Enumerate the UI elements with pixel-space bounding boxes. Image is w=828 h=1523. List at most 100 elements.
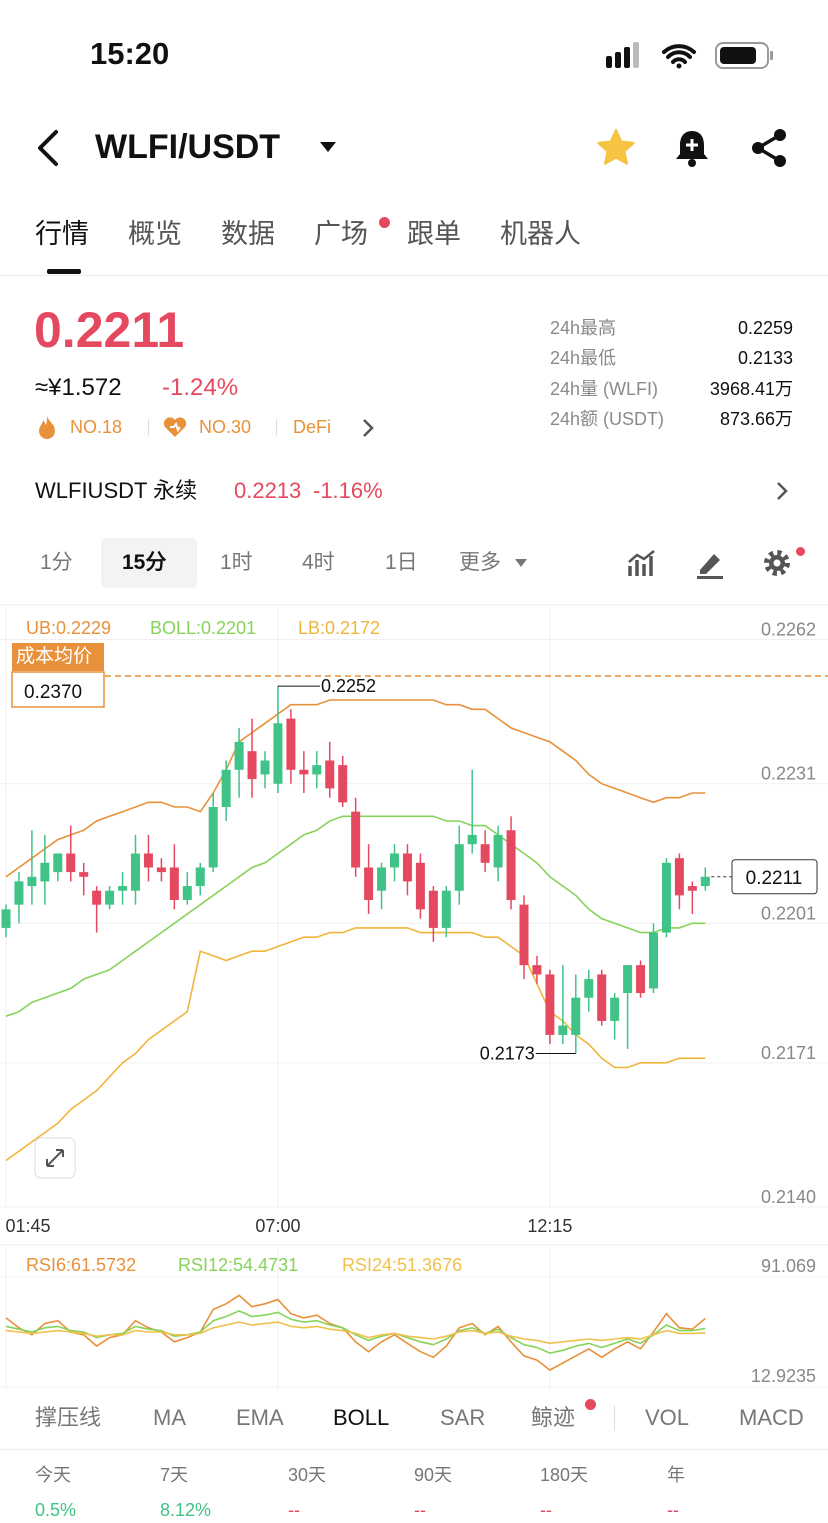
candle-body (493, 834, 503, 868)
interval[interactable]: 1时 (220, 551, 253, 574)
price-change: -1.24% (162, 374, 239, 401)
alert-bell[interactable] (670, 126, 714, 170)
band-legend: UB:0.2229 (26, 618, 111, 638)
return-label: 年 (667, 1465, 685, 1485)
rsi-panel: 91.069 12.9235 RSI6:61.5732 RSI12:54.4731 RS… (0, 1255, 828, 1388)
return-value: 8.12% (160, 1500, 212, 1520)
indicator[interactable]: 鲸迹 (531, 1405, 576, 1430)
back-button[interactable] (30, 126, 70, 170)
x-tick-label: 07:00 (255, 1216, 300, 1236)
tab[interactable]: 数据 (221, 219, 275, 249)
candle-body (700, 876, 710, 887)
indicator[interactable]: BOLL (333, 1405, 390, 1430)
tab[interactable]: 概览 (128, 219, 182, 249)
candle-body (131, 853, 140, 891)
candle-body (182, 886, 192, 901)
low-label: 0.2173 (480, 1044, 535, 1064)
notice-dot (379, 217, 390, 228)
candle-body (156, 867, 166, 873)
candle-body (234, 741, 244, 770)
candle-body (415, 862, 425, 910)
divider (0, 275, 828, 276)
chevron[interactable] (360, 417, 376, 439)
band-line (5, 699, 706, 878)
indicator[interactable]: MA (153, 1405, 186, 1430)
last-price-label: 0.2211 (746, 868, 803, 889)
fullscreen-icon (46, 1149, 64, 1167)
hot-icon (39, 416, 55, 439)
rsi-legend: RSI12:54.4731 (178, 1255, 298, 1275)
band-line (5, 927, 706, 1162)
candle-body (118, 886, 128, 891)
interval[interactable]: 1日 (385, 551, 418, 574)
candle-body (299, 769, 309, 775)
candle-body (195, 867, 205, 887)
rank-badge: NO.30 (199, 417, 252, 437)
stat-label: 24h最低 (550, 348, 617, 368)
candle-body (467, 834, 477, 845)
cny-price: ≈¥1.572 (35, 374, 122, 401)
draw-icon[interactable] (694, 548, 726, 580)
candle-body (286, 718, 296, 770)
candle-body (377, 867, 387, 891)
last-price-box (731, 859, 818, 895)
share-button[interactable] (748, 126, 792, 170)
settings-icon[interactable] (762, 548, 794, 580)
pair-caret[interactable] (318, 140, 338, 154)
stat-value: 0.2133 (737, 348, 793, 368)
indicator[interactable]: 撑压线 (35, 1405, 102, 1430)
indicator[interactable]: SAR (440, 1405, 486, 1430)
candle-body (247, 751, 257, 780)
candle-body (338, 765, 348, 803)
candle-body (558, 1025, 568, 1035)
high-label: 0.2252 (321, 676, 376, 696)
interval[interactable]: 1分 (40, 551, 73, 574)
chevron[interactable] (774, 480, 790, 502)
pair-title[interactable]: WLFI/USDT (95, 128, 281, 166)
interval-caret[interactable] (514, 558, 528, 568)
candle-body (584, 979, 594, 998)
candle-body (325, 760, 335, 789)
candle-body (27, 876, 37, 887)
stat-label: 24h最高 (550, 318, 617, 338)
grid: 0.2262 0.2231 0.2201 0.2171 0.2140 01:45 07:00… (0, 605, 828, 1390)
return-label: 180天 (540, 1465, 589, 1485)
indicator[interactable]: MACD (739, 1405, 804, 1430)
tab[interactable]: 机器人 (500, 219, 581, 249)
candle-body (571, 997, 581, 1035)
interval[interactable]: 15分 (122, 551, 167, 574)
contract-price: 0.2213 (234, 478, 302, 503)
return-value: -- (288, 1500, 300, 1520)
indicator[interactable]: VOL (645, 1405, 690, 1430)
candle-body (1, 909, 11, 928)
candle-body (661, 862, 671, 933)
y-tick-label: 0.2171 (761, 1043, 816, 1063)
y-tick-label: 0.2262 (761, 620, 816, 640)
stat-value: 3968.41万 (709, 379, 793, 399)
tab[interactable]: 跟单 (407, 219, 461, 249)
interval[interactable]: 4时 (302, 551, 335, 574)
tab[interactable]: 行情 (35, 219, 89, 249)
return-label: 30天 (288, 1465, 327, 1485)
chart-type-icon[interactable] (626, 548, 658, 580)
return-value: -- (667, 1500, 679, 1520)
notice-dot (796, 547, 805, 556)
interval[interactable]: 更多 (459, 551, 501, 574)
last-price: 0.2211 (34, 302, 185, 358)
favorite-star[interactable] (594, 126, 638, 170)
candle-body (532, 965, 542, 975)
tab[interactable]: 广场 (314, 219, 368, 249)
sector-badge[interactable]: DeFi (293, 417, 332, 437)
return-label: 今天 (35, 1465, 71, 1485)
status-icons (606, 42, 773, 69)
candle-body (506, 830, 516, 901)
contract-name[interactable]: WLFIUSDT 永续 (35, 478, 198, 503)
stat-value: 873.66万 (719, 409, 793, 429)
candle-body (402, 853, 412, 882)
indicator[interactable]: EMA (236, 1405, 284, 1430)
candle-body (390, 853, 399, 868)
rsi-legend: RSI6:61.5732 (26, 1255, 136, 1275)
candle-body (208, 807, 218, 868)
candle-body (351, 811, 361, 868)
